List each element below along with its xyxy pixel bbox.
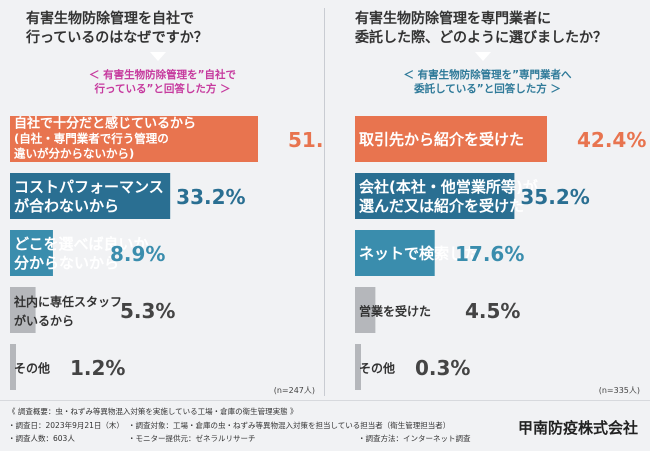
- right-bar-row: 取引先から紹介を受けた 42.4%: [355, 116, 646, 162]
- left-bar: [10, 116, 258, 162]
- left-title-line-1: 有害生物防除管理を自社で: [26, 11, 194, 27]
- right-bar: [355, 344, 361, 390]
- right-value-label: 4.5%: [465, 299, 520, 323]
- right-chart-panel: 有害生物防除管理を専門業者に 委託した際、どのように選びましたか？ ＜ 有害生物…: [325, 0, 650, 400]
- right-subtitle-line-1: ＜ 有害生物防除管理を”専門業者へ: [403, 69, 572, 81]
- left-value-label: 8.9%: [110, 242, 165, 266]
- left-category-label: 社内に専任スタッフ: [13, 294, 122, 309]
- left-subtitle-line-2: 行っている”と回答した方 ＞: [94, 83, 231, 95]
- survey-people: ・調査人数：603人: [8, 434, 75, 443]
- right-title-line-2: 委託した際、どのように選びましたか？: [355, 30, 607, 46]
- left-title-line-2: 行っているのはなぜですか？: [26, 30, 208, 46]
- right-sample-size: (n=335人): [598, 386, 640, 395]
- right-category-label: 会社(本社・他営業所等)が: [359, 178, 539, 196]
- left-bar: [10, 230, 53, 276]
- right-value-label: 17.6%: [455, 242, 524, 266]
- left-value-label: 1.2%: [70, 356, 125, 380]
- left-subtitle-line-1: ＜ 有害生物防除管理を”自社で: [88, 69, 237, 81]
- right-bar: [355, 230, 435, 276]
- right-value-label: 0.3%: [415, 356, 470, 380]
- right-chart-title: 有害生物防除管理を専門業者に 委託した際、どのように選びましたか？: [355, 10, 630, 48]
- left-category-label: どこを選べば良いか: [14, 235, 149, 253]
- left-bar: [10, 287, 36, 333]
- left-category-label: その他: [14, 361, 50, 376]
- left-bar-chart: 自社で十分だと感じているから (自社・専門業者で行う管理の 違いが分からないから) 5…: [0, 0, 325, 400]
- right-chart-subtitle: ＜ 有害生物防除管理を”専門業者へ 委託している”と回答した方 ＞: [365, 68, 610, 96]
- survey-target: ・調査対象：工場・倉庫の虫・ねずみ等異物混入対策を担当している担当者（衛生管理担…: [128, 421, 451, 430]
- right-category-label: 取引先から紹介を受けた: [359, 131, 524, 149]
- left-category-label: がいるから: [14, 313, 74, 328]
- left-category-label: 分からないから: [14, 254, 119, 272]
- left-category-label: 自社で十分だと感じているから: [14, 116, 196, 132]
- right-bar-row: 営業を受けた 4.5%: [355, 287, 520, 333]
- left-category-label: コストパフォーマンス: [14, 178, 164, 196]
- survey-method: ・調査方法：インターネット調査: [358, 434, 471, 443]
- right-bar-chart: 取引先から紹介を受けた 42.4% 会社(本社・他営業所等)が 選んだ又は紹介を受けた…: [325, 0, 650, 400]
- left-value-label: 51.4%: [288, 128, 325, 152]
- left-category-label: 違いが分からないから): [14, 147, 134, 161]
- right-value-label: 35.2%: [520, 185, 589, 209]
- survey-date: ・調査日：2023年9月21日（木）: [8, 421, 124, 430]
- left-title-pointer: [150, 52, 166, 61]
- right-subtitle-line-2: 委託している”と回答した方 ＞: [414, 83, 561, 95]
- right-category-label: 営業を受けた: [359, 304, 431, 319]
- right-category-label: 選んだ又は紹介を受けた: [359, 197, 524, 215]
- left-chart-subtitle: ＜ 有害生物防除管理を”自社で 行っている”と回答した方 ＞: [40, 68, 285, 96]
- survey-monitor: ・モニター提供元：ゼネラルリサーチ: [128, 434, 256, 443]
- left-chart-panel: 有害生物防除管理を自社で 行っているのはなぜですか？ ＜ 有害生物防除管理を”自…: [0, 0, 325, 400]
- right-title-pointer: [475, 52, 491, 61]
- panel-divider: [324, 8, 325, 396]
- right-bar-row: その他 0.3%: [355, 344, 470, 390]
- left-category-label: (自社・専門業者で行う管理の: [14, 132, 169, 146]
- right-bar: [355, 287, 376, 333]
- survey-overview: 《 調査概要：虫・ねずみ等異物混入対策を実施している工場・倉庫の衛生管理実態 》: [8, 407, 298, 416]
- right-value-label: 42.4%: [577, 128, 646, 152]
- right-bar: [355, 173, 515, 219]
- right-chart-svg: 取引先から紹介を受けた 42.4% 会社(本社・他営業所等)が選んだ又は紹介を受けた…: [355, 116, 646, 390]
- right-bar: [355, 116, 547, 162]
- right-category-label: ネットで検索した: [359, 245, 479, 263]
- left-bar: [10, 344, 16, 390]
- right-category-label: その他: [359, 361, 395, 376]
- left-category-label: が合わないから: [14, 197, 119, 215]
- survey-footer: 《 調査概要：虫・ねずみ等異物混入対策を実施している工場・倉庫の衛生管理実態 》…: [0, 400, 650, 451]
- left-sample-size: (n=247人): [273, 386, 315, 395]
- right-title-line-1: 有害生物防除管理を専門業者に: [355, 11, 551, 27]
- company-name: 甲南防疫株式会社: [517, 419, 638, 437]
- left-bar: [10, 173, 171, 219]
- left-value-label: 33.2%: [176, 185, 245, 209]
- left-chart-title: 有害生物防除管理を自社で 行っているのはなぜですか？: [26, 10, 299, 48]
- left-bar-row: その他 1.2%: [10, 344, 125, 390]
- left-value-label: 5.3%: [120, 299, 175, 323]
